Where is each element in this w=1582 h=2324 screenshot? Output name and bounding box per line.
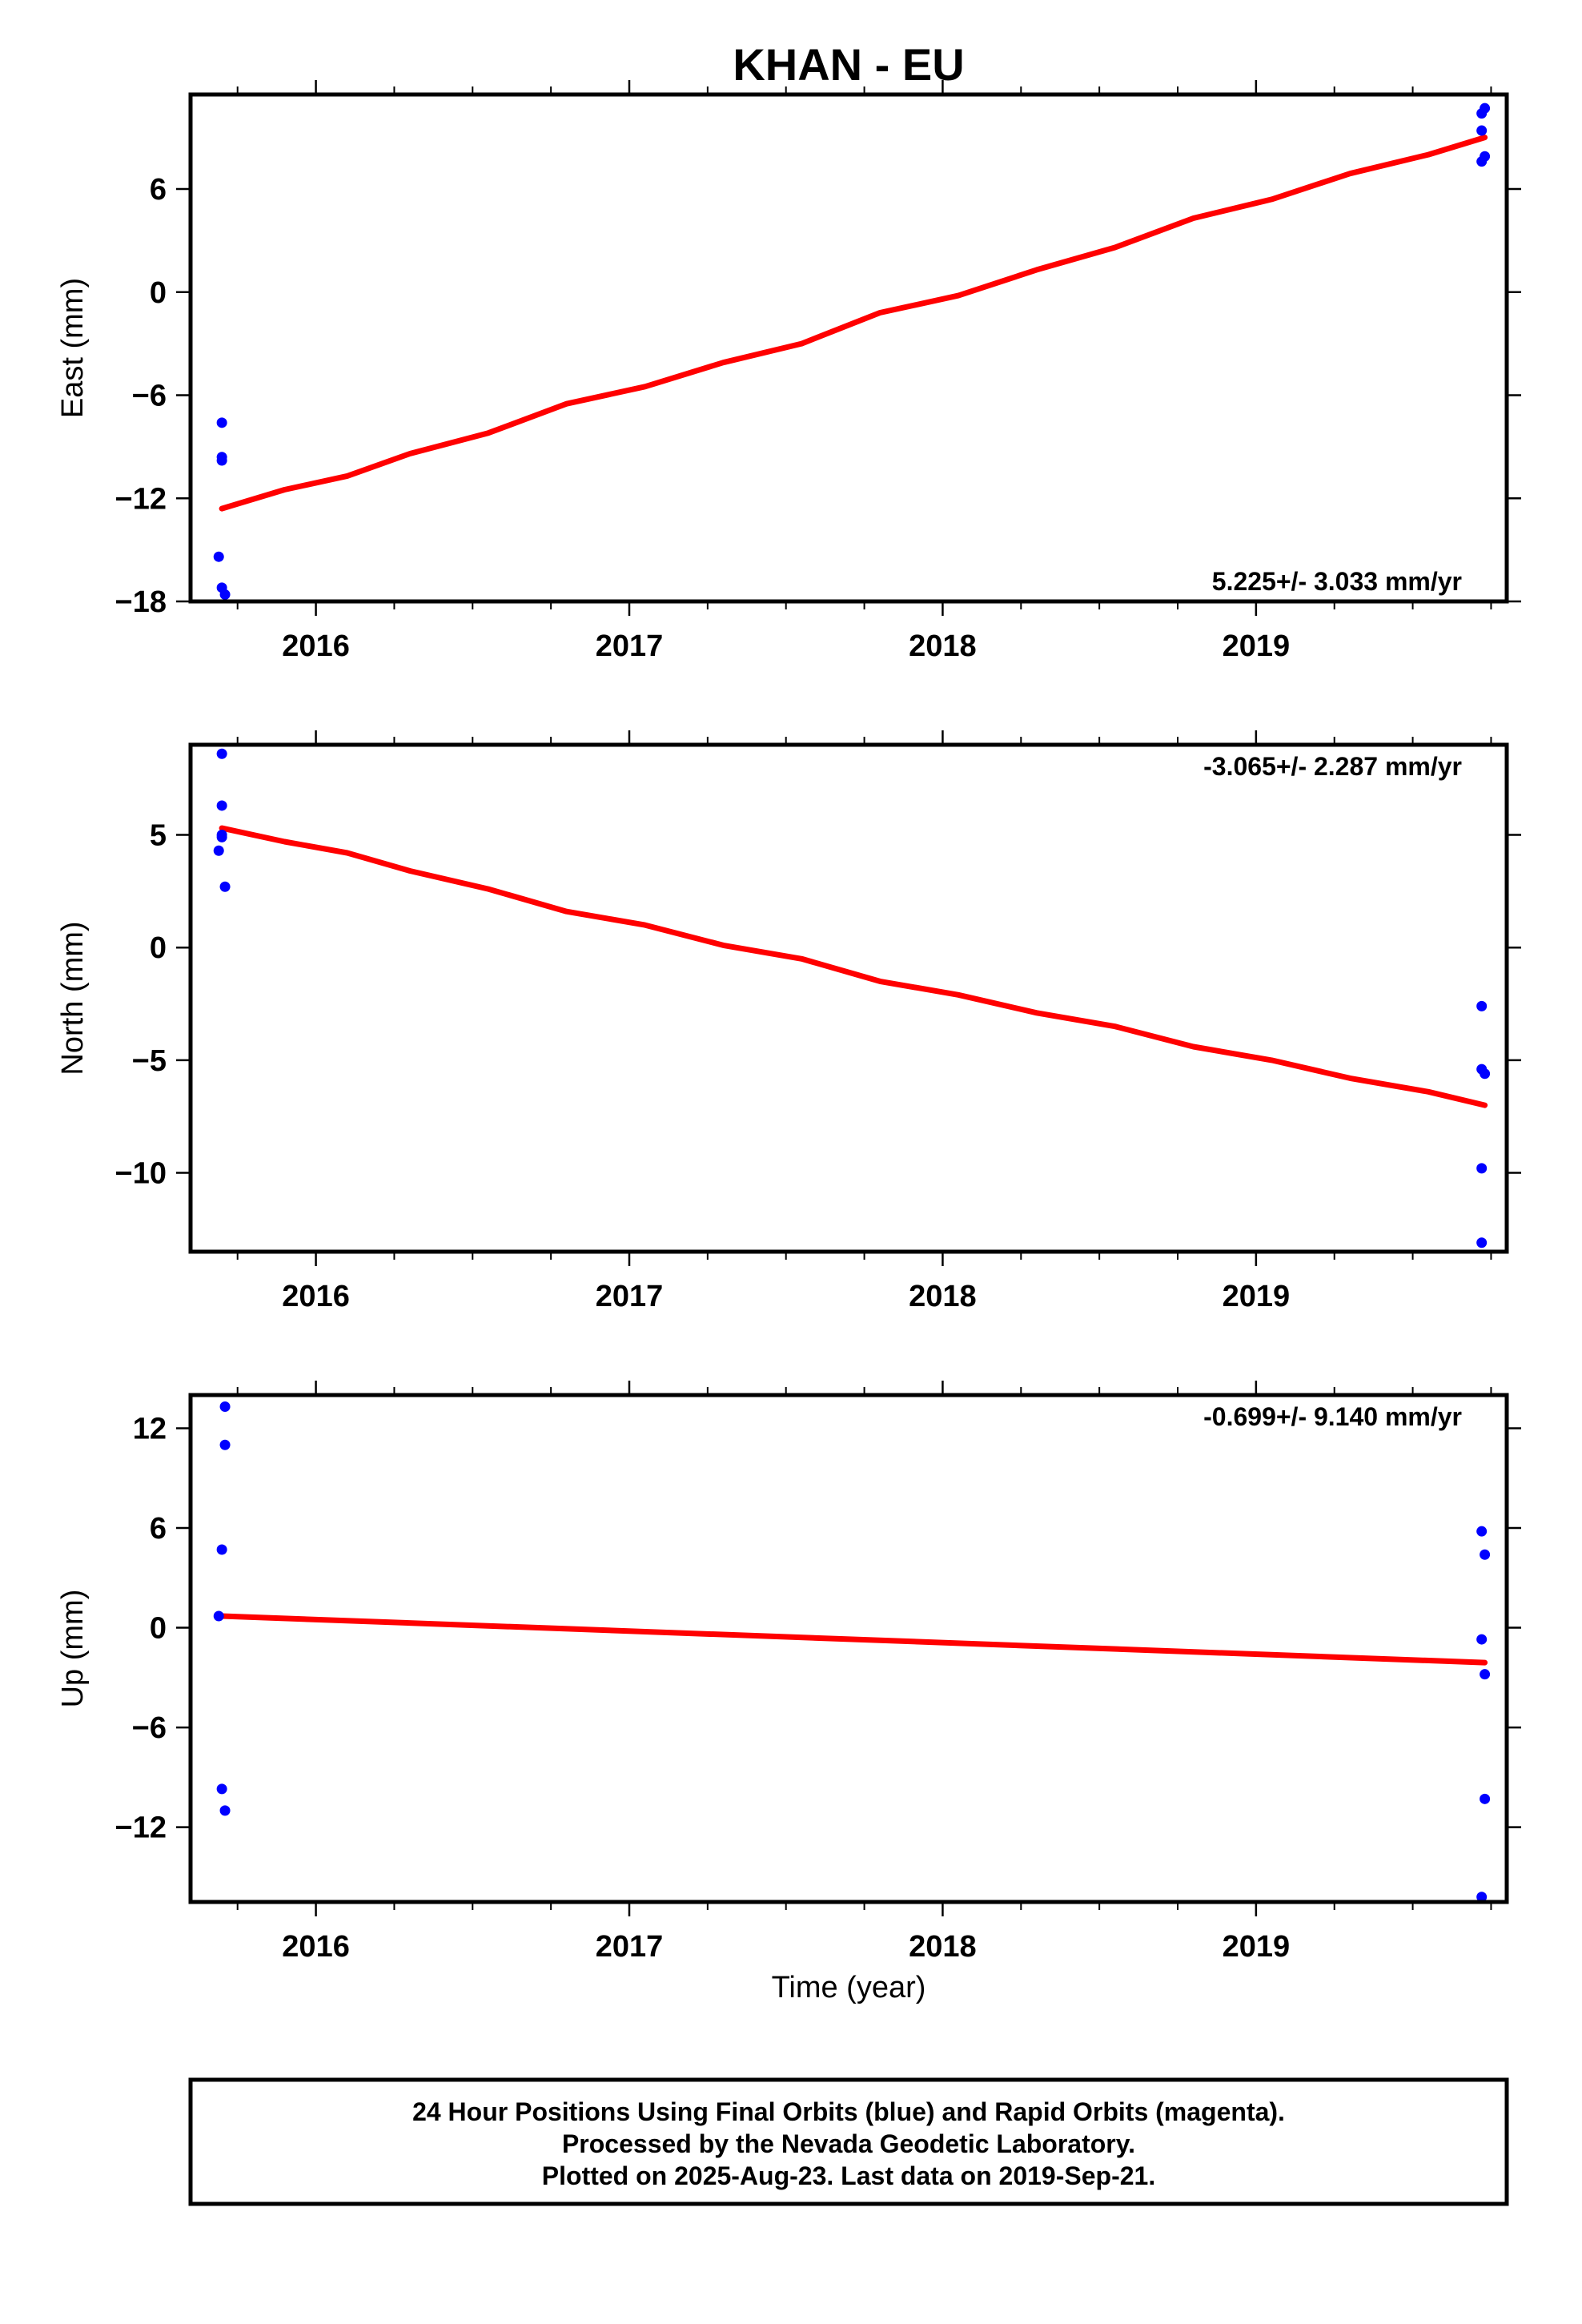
north-x-tick-label: 2019 — [1223, 1280, 1291, 1313]
north-data-point — [1476, 1237, 1488, 1248]
east-rate-label: 5.225+/- 3.033 mm/yr — [1212, 567, 1462, 596]
footer-box: 24 Hour Positions Using Final Orbits (bl… — [188, 2077, 1509, 2206]
east-data-point — [216, 455, 227, 466]
north-y-axis-label: North (mm) — [56, 921, 90, 1075]
up-data-point — [1480, 1549, 1491, 1560]
east-x-tick-label: 2018 — [909, 629, 977, 663]
north-data-point — [219, 881, 231, 892]
chart-title: KHAN - EU — [733, 39, 964, 90]
north-x-tick-label: 2017 — [596, 1280, 664, 1313]
up-x-tick-label: 2016 — [282, 1930, 350, 1964]
up-data-point — [1476, 1634, 1488, 1645]
north-data-point — [213, 845, 224, 856]
up-data-layer — [213, 1401, 1491, 1902]
east-data-point — [1476, 156, 1488, 167]
north-data-point — [1476, 1163, 1488, 1174]
up-data-point — [219, 1439, 231, 1450]
up-data-point — [1476, 1892, 1488, 1902]
up-axes-frame — [188, 1393, 1509, 1904]
north-y-tick-label: −5 — [132, 1044, 167, 1078]
up-data-point — [216, 1783, 227, 1795]
north-data-point — [1480, 1068, 1491, 1080]
east-data-point — [216, 417, 227, 428]
up-y-tick-label: 12 — [133, 1413, 167, 1446]
north-data-point — [216, 748, 227, 759]
east-y-tick-label: −12 — [115, 482, 167, 516]
up-x-tick-label: 2018 — [909, 1930, 977, 1964]
up-y-axis-label: Up (mm) — [56, 1590, 90, 1708]
footer-frame — [188, 2077, 1509, 2206]
east-data-point — [1476, 125, 1488, 136]
east-model-line — [219, 135, 1488, 512]
east-panel: 2016 2017 2018 2019 6 0 −6 −12 −18 East (mm) 5.225… — [56, 80, 1521, 663]
east-data-point — [213, 551, 224, 562]
east-y-axis-label: East (mm) — [56, 278, 90, 418]
up-data-point — [219, 1401, 231, 1413]
up-model-line — [219, 1613, 1488, 1666]
up-data-point — [216, 1544, 227, 1555]
north-y-tick-label: −10 — [115, 1157, 167, 1191]
up-data-point — [219, 1805, 231, 1816]
north-data-point — [216, 800, 227, 811]
east-axes-frame — [188, 92, 1509, 604]
up-data-point — [1480, 1669, 1491, 1680]
up-data-point — [1476, 1526, 1488, 1537]
east-y-tick-label: −6 — [132, 380, 167, 413]
east-y-tick-label: −18 — [115, 585, 167, 619]
up-panel: 2016 2017 2018 2019 12 6 0 −6 −12 Up (mm) -0.699+/… — [56, 1381, 1521, 1964]
east-data-point — [1480, 103, 1491, 114]
north-x-tick-label: 2018 — [909, 1280, 977, 1313]
footer-line-1: 24 Hour Positions Using Final Orbits (bl… — [412, 2097, 1285, 2126]
east-x-tick-label: 2017 — [596, 629, 664, 663]
north-model-line — [219, 825, 1488, 1108]
up-y-tick-label: −6 — [132, 1711, 167, 1745]
panels-group: 2016 2017 2018 2019 6 0 −6 −12 −18 East (mm) 5.225… — [56, 80, 1521, 1964]
north-data-layer — [213, 748, 1491, 1248]
north-axes-frame — [188, 742, 1509, 1254]
up-data-point — [213, 1610, 224, 1622]
up-y-tick-label: 0 — [150, 1612, 167, 1646]
east-data-layer — [213, 103, 1491, 600]
footer-line-2: Processed by the Nevada Geodetic Laborat… — [562, 2129, 1135, 2158]
x-axis-label: Time (year) — [772, 1971, 926, 2004]
up-x-tick-label: 2019 — [1223, 1930, 1291, 1964]
east-x-tick-label: 2016 — [282, 629, 350, 663]
north-y-tick-label: 0 — [150, 931, 167, 965]
north-x-tick-label: 2016 — [282, 1280, 350, 1313]
east-y-tick-label: 0 — [150, 276, 167, 310]
north-panel: 2016 2017 2018 2019 5 0 −5 −10 North (mm) -3.065+… — [56, 730, 1521, 1313]
up-y-tick-label: 6 — [150, 1512, 167, 1546]
up-x-tick-label: 2017 — [596, 1930, 664, 1964]
north-data-point — [216, 831, 227, 842]
north-data-point — [1476, 1000, 1488, 1011]
north-y-tick-label: 5 — [150, 819, 167, 853]
east-x-tick-label: 2019 — [1223, 629, 1291, 663]
up-rate-label: -0.699+/- 9.140 mm/yr — [1203, 1402, 1462, 1431]
footer-line-3: Plotted on 2025-Aug-23. Last data on 201… — [542, 2161, 1155, 2190]
east-data-point — [219, 589, 231, 600]
up-y-tick-label: −12 — [115, 1811, 167, 1845]
east-y-tick-label: 6 — [150, 173, 167, 207]
up-data-point — [1480, 1793, 1491, 1804]
north-rate-label: -3.065+/- 2.287 mm/yr — [1203, 752, 1462, 781]
